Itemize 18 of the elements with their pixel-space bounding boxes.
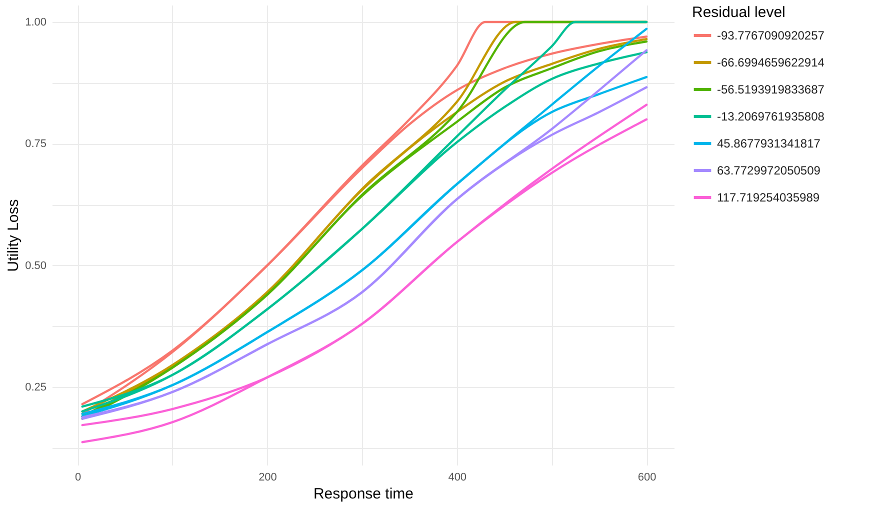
legend-label: 63.7729972050509 <box>717 164 821 178</box>
y-tick-label: 0.50 <box>25 260 46 272</box>
legend-label: 45.8677931341817 <box>717 136 821 150</box>
x-tick-label: 600 <box>638 472 656 484</box>
legend-label: -93.7767090920257 <box>717 28 825 42</box>
y-tick-label: 0.75 <box>25 138 46 150</box>
x-tick-label: 400 <box>448 472 467 484</box>
y-tick-label: 1.00 <box>25 16 46 29</box>
y-axis-title: Utility Loss <box>5 199 22 272</box>
x-axis-title: Response time <box>313 486 414 502</box>
legend-label: -13.2069761935808 <box>717 110 825 124</box>
x-tick-label: 0 <box>75 472 82 484</box>
legend-label: -56.5193919833687 <box>717 82 825 96</box>
legend-label: -66.6994659622914 <box>717 56 825 70</box>
legend-title: Residual level <box>692 4 786 21</box>
x-tick-label: 200 <box>258 472 277 484</box>
legend-label: 117.719254035989 <box>717 190 820 204</box>
y-tick-label: 0.25 <box>25 382 46 394</box>
